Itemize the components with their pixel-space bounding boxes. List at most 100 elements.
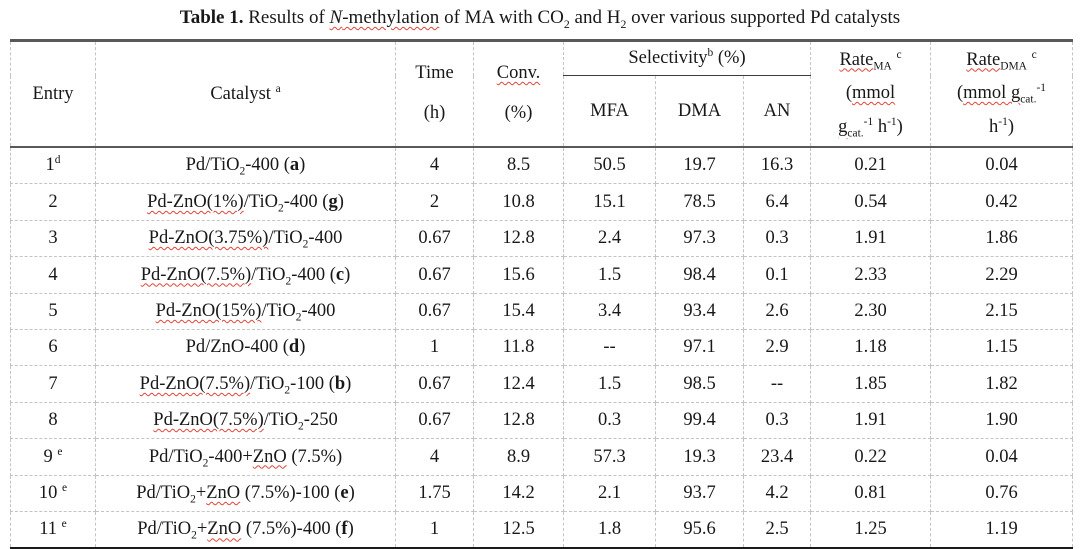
cell-conversion: 12.4 xyxy=(473,365,564,403)
cell-rate-ma: 0.54 xyxy=(810,183,931,221)
cell-time: 0.67 xyxy=(395,292,474,330)
cell-conversion: 12.8 xyxy=(473,219,564,258)
table-row: 7 Pd-ZnO(7.5%)/TiO2-100 (b) 0.67 12.4 1.5 98.… xyxy=(10,365,1073,403)
cell-selectivity-dma: 93.4 xyxy=(655,292,744,330)
cell-time: 1 xyxy=(395,328,474,367)
cell-selectivity-dma: 93.7 xyxy=(655,474,744,512)
cell-catalyst: Pd/ZnO-400 (d) xyxy=(95,328,396,367)
cell-selectivity-mfa: 15.1 xyxy=(563,183,656,221)
col-header-rate-dma: RateDMA c (mmol gcat.-1 h-1) xyxy=(930,40,1073,148)
cell-selectivity-mfa: 50.5 xyxy=(563,146,656,185)
cell-rate-ma: 0.81 xyxy=(810,474,931,512)
table-row: 10 e Pd/TiO2+ZnO (7.5%)-100 (e) 1.75 14.2 2.… xyxy=(10,474,1073,512)
col-header-rate-ma: RateMA c (mmol gcat.-1 h-1) xyxy=(810,40,931,148)
col-header-dma: DMA xyxy=(655,75,744,148)
cell-catalyst: Pd/TiO2-400+ZnO (7.5%) xyxy=(95,438,396,476)
cell-selectivity-an: 6.4 xyxy=(743,183,811,221)
cell-conversion: 12.8 xyxy=(473,401,564,440)
col-header-conv: Conv. (%) xyxy=(473,40,564,148)
cell-entry: 7 xyxy=(10,365,96,403)
cell-selectivity-an: 2.9 xyxy=(743,328,811,367)
cell-rate-dma: 1.90 xyxy=(930,401,1073,440)
cell-selectivity-dma: 19.3 xyxy=(655,438,744,476)
cell-selectivity-mfa: 57.3 xyxy=(563,438,656,476)
cell-rate-ma: 1.25 xyxy=(810,510,931,549)
col-header-entry: Entry xyxy=(10,40,96,148)
table-row: 8 Pd-ZnO(7.5%)/TiO2-250 0.67 12.8 0.3 99.4 0.3… xyxy=(10,401,1073,440)
table-row: 6 Pd/ZnO-400 (d) 1 11.8 -- 97.1 2.9 1.18 1.15 xyxy=(10,328,1073,367)
cell-rate-dma: 0.04 xyxy=(930,438,1073,476)
cell-entry: 5 xyxy=(10,292,96,330)
cell-time: 4 xyxy=(395,146,474,185)
cell-catalyst: Pd/TiO2+ZnO (7.5%)-100 (e) xyxy=(95,474,396,512)
cell-rate-ma: 0.21 xyxy=(810,146,931,185)
cell-time: 0.67 xyxy=(395,365,474,403)
cell-rate-dma: 1.15 xyxy=(930,328,1073,367)
cell-time: 4 xyxy=(395,438,474,476)
cell-entry: 11 e xyxy=(10,510,96,549)
cell-selectivity-an: 2.6 xyxy=(743,292,811,330)
cell-time: 0.67 xyxy=(395,256,474,294)
cell-rate-ma: 0.22 xyxy=(810,438,931,476)
cell-selectivity-dma: 97.3 xyxy=(655,219,744,258)
col-header-time: Time (h) xyxy=(395,40,474,148)
cell-selectivity-dma: 98.5 xyxy=(655,365,744,403)
cell-conversion: 15.4 xyxy=(473,292,564,330)
table-body: 1d Pd/TiO2-400 (a) 4 8.5 50.5 19.7 16.3 0.21 0.0… xyxy=(10,146,1073,549)
cell-selectivity-mfa: 2.1 xyxy=(563,474,656,512)
cell-time: 1 xyxy=(395,510,474,549)
cell-catalyst: Pd-ZnO(1%)/TiO2-400 (g) xyxy=(95,183,396,221)
cell-selectivity-an: 0.3 xyxy=(743,219,811,258)
cell-selectivity-dma: 95.6 xyxy=(655,510,744,549)
table-row: 9 e Pd/TiO2-400+ZnO (7.5%) 4 8.9 57.3 19.3 23.… xyxy=(10,438,1073,476)
cell-entry: 10 e xyxy=(10,474,96,512)
cell-selectivity-dma: 97.1 xyxy=(655,328,744,367)
cell-selectivity-an: -- xyxy=(743,365,811,403)
cell-rate-ma: 1.18 xyxy=(810,328,931,367)
cell-entry: 8 xyxy=(10,401,96,440)
table-header: Entry Catalyst a Time (h) Conv. (%) Select… xyxy=(10,40,1073,148)
cell-conversion: 8.5 xyxy=(473,146,564,185)
cell-rate-dma: 1.82 xyxy=(930,365,1073,403)
cell-selectivity-mfa: 2.4 xyxy=(563,219,656,258)
results-table: Entry Catalyst a Time (h) Conv. (%) Select… xyxy=(10,39,1073,549)
cell-rate-dma: 2.15 xyxy=(930,292,1073,330)
cell-selectivity-dma: 19.7 xyxy=(655,146,744,185)
cell-conversion: 14.2 xyxy=(473,474,564,512)
cell-rate-ma: 1.91 xyxy=(810,219,931,258)
cell-catalyst: Pd-ZnO(15%)/TiO2-400 xyxy=(95,292,396,330)
cell-selectivity-dma: 78.5 xyxy=(655,183,744,221)
cell-rate-ma: 1.91 xyxy=(810,401,931,440)
cell-time: 0.67 xyxy=(395,219,474,258)
cell-catalyst: Pd/TiO2-400 (a) xyxy=(95,146,396,185)
cell-conversion: 12.5 xyxy=(473,510,564,549)
cell-entry: 3 xyxy=(10,219,96,258)
cell-rate-dma: 2.29 xyxy=(930,256,1073,294)
cell-conversion: 8.9 xyxy=(473,438,564,476)
cell-selectivity-an: 23.4 xyxy=(743,438,811,476)
cell-selectivity-mfa: -- xyxy=(563,328,656,367)
cell-entry: 6 xyxy=(10,328,96,367)
cell-catalyst: Pd-ZnO(7.5%)/TiO2-100 (b) xyxy=(95,365,396,403)
cell-entry: 4 xyxy=(10,256,96,294)
cell-entry: 2 xyxy=(10,183,96,221)
cell-catalyst: Pd-ZnO(7.5%)/TiO2-250 xyxy=(95,401,396,440)
cell-selectivity-an: 4.2 xyxy=(743,474,811,512)
cell-conversion: 10.8 xyxy=(473,183,564,221)
table-caption: Table 1. Results of N-methylation of MA … xyxy=(179,7,901,31)
cell-rate-ma: 1.85 xyxy=(810,365,931,403)
cell-time: 2 xyxy=(395,183,474,221)
cell-entry: 9 e xyxy=(10,438,96,476)
table-row: 5 Pd-ZnO(15%)/TiO2-400 0.67 15.4 3.4 93.4 2.6 2… xyxy=(10,292,1073,330)
cell-rate-ma: 2.33 xyxy=(810,256,931,294)
cell-selectivity-mfa: 0.3 xyxy=(563,401,656,440)
cell-selectivity-mfa: 1.5 xyxy=(563,256,656,294)
cell-rate-dma: 1.19 xyxy=(930,510,1073,549)
cell-time: 0.67 xyxy=(395,401,474,440)
cell-selectivity-mfa: 3.4 xyxy=(563,292,656,330)
table-row: 2 Pd-ZnO(1%)/TiO2-400 (g) 2 10.8 15.1 78.5 6.4… xyxy=(10,183,1073,221)
cell-selectivity-mfa: 1.5 xyxy=(563,365,656,403)
table-row: 4 Pd-ZnO(7.5%)/TiO2-400 (c) 0.67 15.6 1.5 98.… xyxy=(10,256,1073,294)
cell-rate-dma: 0.04 xyxy=(930,146,1073,185)
col-header-selectivity: Selectivityb (%) xyxy=(563,40,811,76)
